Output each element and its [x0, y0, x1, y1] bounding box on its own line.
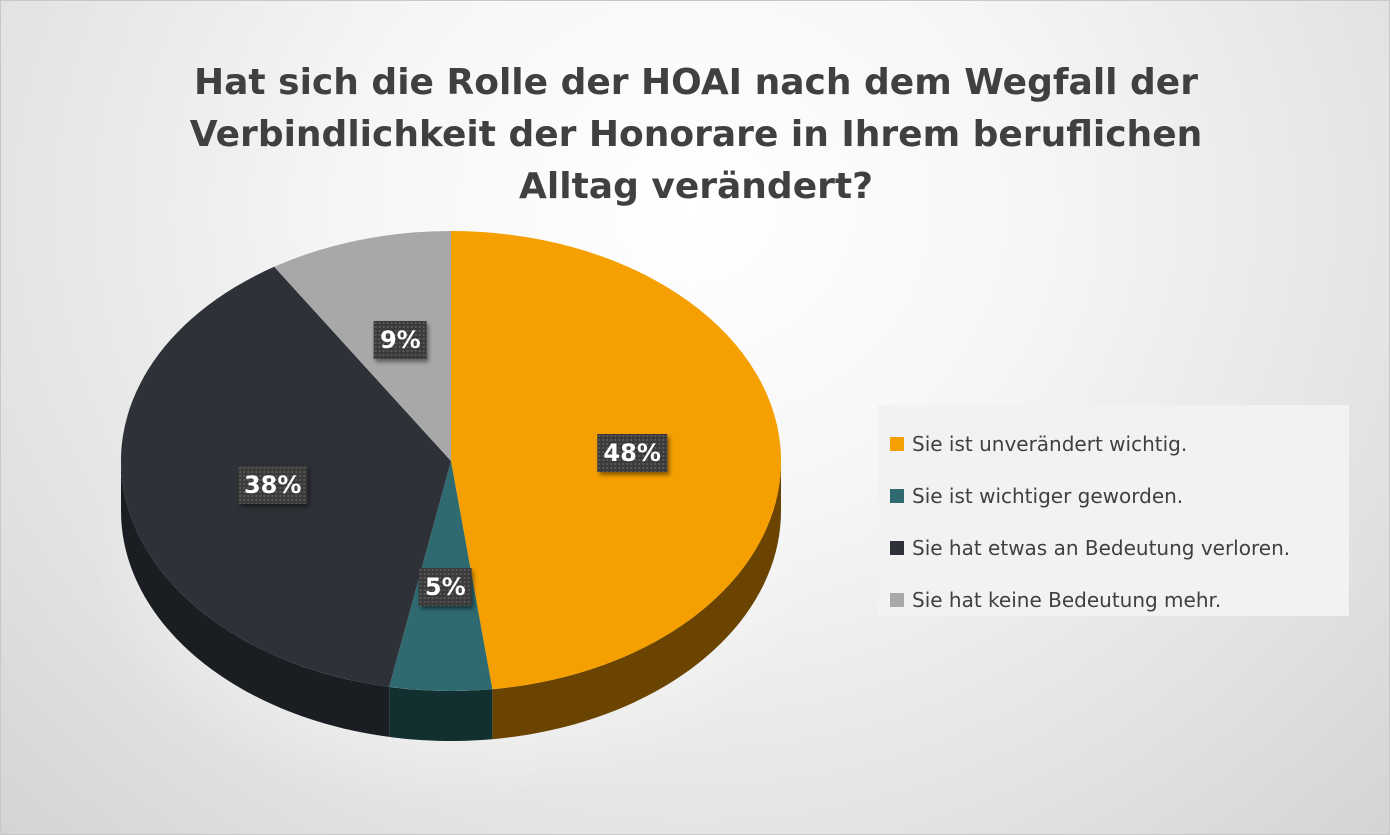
legend-swatch — [890, 593, 904, 607]
data-label-sie-hat-etwas-an-bedeutung-verloren: 38% — [238, 466, 307, 504]
legend-swatch — [890, 437, 904, 451]
data-label-sie-ist-wichtiger-geworden: 5% — [419, 568, 472, 606]
legend-item-sie-hat-keine-bedeutung-mehr: Sie hat keine Bedeutung mehr. — [878, 574, 1349, 626]
data-label-sie-hat-keine-bedeutung-mehr: 9% — [374, 321, 427, 359]
legend-item-sie-hat-etwas-an-bedeutung-verloren: Sie hat etwas an Bedeutung verloren. — [878, 522, 1349, 574]
legend-swatch — [890, 489, 904, 503]
chart-area: Hat sich die Rolle der HOAI nach dem Weg… — [0, 0, 1390, 835]
legend-label: Sie hat keine Bedeutung mehr. — [912, 588, 1221, 612]
legend-label: Sie ist wichtiger geworden. — [912, 484, 1183, 508]
legend: Sie ist unverändert wichtig. Sie ist wich… — [878, 405, 1349, 616]
data-label-sie-ist-unverändert-wichtig: 48% — [597, 434, 666, 472]
legend-item-sie-ist-wichtiger-geworden: Sie ist wichtiger geworden. — [878, 470, 1349, 522]
pie-slice-side-2 — [389, 687, 492, 741]
legend-label: Sie ist unverändert wichtig. — [912, 432, 1187, 456]
legend-label: Sie hat etwas an Bedeutung verloren. — [912, 536, 1290, 560]
legend-swatch — [890, 541, 904, 555]
legend-item-sie-ist-unverändert-wichtig: Sie ist unverändert wichtig. — [878, 418, 1349, 470]
